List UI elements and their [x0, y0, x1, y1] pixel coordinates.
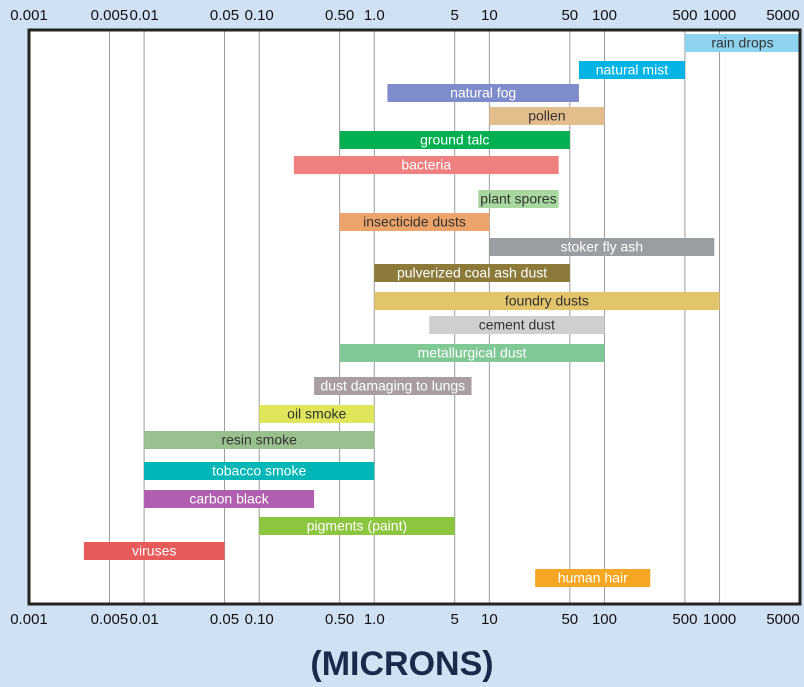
- bar: [314, 377, 472, 395]
- bar: [83, 542, 225, 560]
- x-tick-label-top: 5: [451, 7, 459, 24]
- bar: [374, 292, 720, 310]
- bar-label: pigments (paint): [307, 518, 407, 534]
- bar: [339, 344, 605, 362]
- bar: [144, 431, 375, 449]
- bar-label: insecticide dusts: [363, 214, 466, 230]
- x-tick-label: 5000: [766, 611, 799, 628]
- x-tick-label-top: 0.005: [91, 7, 129, 24]
- bar: [259, 405, 375, 423]
- plot-frame: [27, 28, 802, 606]
- x-axis-label: (MICRONS): [310, 645, 493, 683]
- bar: [578, 61, 685, 79]
- x-tick-label-top: 5000: [766, 7, 799, 24]
- bar-label: natural mist: [596, 62, 668, 78]
- bar-label: bacteria: [401, 157, 451, 173]
- x-tick-label: 0.50: [325, 611, 354, 628]
- x-tick-label-top: 0.10: [245, 7, 274, 24]
- bar-label: oil smoke: [287, 406, 346, 422]
- bar: [478, 190, 559, 208]
- bar: [339, 131, 570, 149]
- bar: [259, 517, 455, 535]
- bar-label: ground talc: [420, 132, 489, 148]
- x-tick-label: 100: [592, 611, 617, 628]
- bar-label: pollen: [528, 108, 565, 124]
- x-tick-label-top: 0.50: [325, 7, 354, 24]
- bar-label: stoker fly ash: [561, 239, 643, 255]
- bar: [387, 84, 579, 102]
- x-tick-label: 10: [481, 611, 498, 628]
- bar: [339, 213, 490, 231]
- bar: [489, 107, 605, 125]
- bar-label: plant spores: [480, 191, 556, 207]
- bar-label: dust damaging to lungs: [320, 378, 465, 394]
- bar-label: metallurgical dust: [418, 345, 527, 361]
- x-tick-label: 0.05: [210, 611, 239, 628]
- x-tick-label-top: 500: [672, 7, 697, 24]
- bar-label: rain drops: [711, 35, 773, 51]
- x-tick-label: 500: [672, 611, 697, 628]
- x-tick-label: 1000: [703, 611, 736, 628]
- x-tick-label: 0.01: [129, 611, 158, 628]
- x-tick-label-top: 0.001: [10, 7, 48, 24]
- bar: [429, 316, 605, 334]
- bar: [144, 462, 375, 480]
- bar-label: pulverized coal ash dust: [397, 265, 547, 281]
- x-tick-label-top: 0.05: [210, 7, 239, 24]
- x-tick-label-top: 100: [592, 7, 617, 24]
- bar-label: carbon black: [189, 491, 269, 507]
- x-tick-label-top: 1000: [703, 7, 736, 24]
- bar: [489, 238, 715, 256]
- x-tick-label: 5: [451, 611, 459, 628]
- bar-label: natural fog: [450, 85, 516, 101]
- x-tick-label-top: 10: [481, 7, 498, 24]
- x-tick-label-top: 50: [561, 7, 578, 24]
- x-tick-label-top: 1.0: [364, 7, 385, 24]
- plot-area: [29, 30, 800, 604]
- bar: [374, 264, 570, 282]
- bar: [293, 156, 559, 174]
- bar-label: human hair: [558, 570, 628, 586]
- bar-label: resin smoke: [221, 432, 297, 448]
- x-tick-label: 1.0: [364, 611, 385, 628]
- bar-label: tobacco smoke: [212, 463, 306, 479]
- bar: [535, 569, 651, 587]
- bar-label: cement dust: [479, 317, 555, 333]
- bar: [144, 490, 315, 508]
- bar-label: foundry dusts: [505, 293, 589, 309]
- bar: [684, 34, 800, 52]
- x-tick-label-top: 0.01: [129, 7, 158, 24]
- x-tick-label: 0.005: [91, 611, 129, 628]
- bar-label: viruses: [132, 543, 176, 559]
- x-tick-label: 0.10: [245, 611, 274, 628]
- x-tick-label: 50: [561, 611, 578, 628]
- x-tick-label: 0.001: [10, 611, 48, 628]
